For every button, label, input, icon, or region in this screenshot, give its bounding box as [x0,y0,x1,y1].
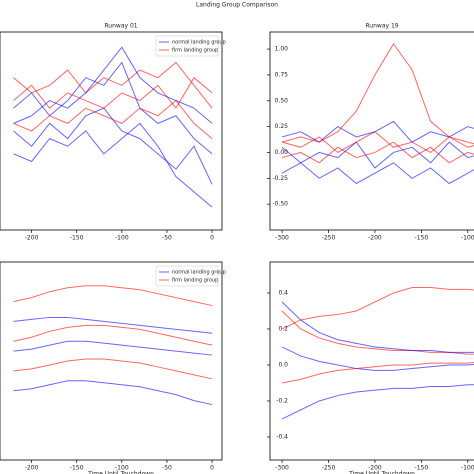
subplot: Runway 19 -300 -250 -200 -150 -100 1.00 0.75 0.5… [267,23,474,242]
axes-frame [0,31,223,231]
y-tick-label: -0.4 [276,433,288,440]
series-line [13,76,213,110]
x-tick-label: -300 [275,235,289,242]
lines [13,285,213,406]
legend-label: firm landing group [172,48,218,54]
x-tick-label: -150 [70,465,84,472]
series-line [13,358,213,380]
series-line [281,141,474,169]
series-line [13,316,213,334]
y-tick-label: 0.50 [275,97,289,104]
x-tick-label: -100 [115,465,129,472]
x-tick-label: -300 [275,465,289,472]
series-line [281,346,474,371]
subplot: Runway 01 -200 -150 -100 -50 0 normal landing … [0,23,226,242]
x-tick-label: -100 [115,235,129,242]
series-line [13,285,213,307]
axes-frame [269,31,474,231]
lines [281,42,474,185]
subplot-title: Runway 19 [365,23,398,30]
x-tick-label: -150 [415,465,429,472]
y-tick-label: 0.4 [278,289,288,296]
legend-label: normal landing group [172,40,226,46]
x-axis-label: Time Until Touchdown [348,471,415,474]
x-tick-label: -150 [415,235,429,242]
lines [13,46,213,208]
y-tick-label: -0.25 [272,175,288,182]
series-line [281,301,474,353]
series-line [13,380,213,406]
series-line [13,61,213,109]
y-tick-label: 0.25 [275,123,289,130]
x-tick-label: -50 [162,235,172,242]
series-line [13,122,213,208]
x-tick-label: 0 [210,235,214,242]
series-line [281,141,474,164]
y-tick-label: 0.0 [278,361,288,368]
legend-box [155,265,219,287]
x-tick-label: -100 [461,235,474,242]
y-tick-label: -0.2 [276,397,288,404]
figure-title: Landing Group Comparison [196,2,278,9]
x-tick-label: -250 [322,465,336,472]
series-line [281,42,474,145]
subplot-title: Runway 01 [104,23,137,30]
series-line [13,99,213,139]
y-tick-label: 0.00 [275,149,289,156]
x-tick-label: -200 [25,235,39,242]
y-tick-label: 1.00 [275,46,289,53]
x-axis-label: Time Until Touchdown [87,471,154,474]
series-line [281,362,474,384]
legend-label: normal landing group [172,270,226,276]
series-line [13,324,213,346]
legend-box [155,35,219,57]
legend-label: firm landing group [172,278,218,284]
series-line [13,340,213,356]
series-line [13,46,213,124]
y-tick-label: 0.75 [275,71,289,78]
y-tick-label: -0.50 [272,201,288,208]
series-line [281,287,474,330]
x-tick-label: -100 [461,465,474,472]
x-tick-label: -200 [368,465,382,472]
y-tick-label: 0.2 [278,325,288,332]
axes-frame [0,261,223,461]
x-tick-label: 0 [210,465,214,472]
x-tick-label: -50 [162,465,172,472]
x-tick-label: -150 [70,235,84,242]
subplot: Time Until Touchdown -300 -250 -200 -150 -100… [267,261,474,474]
series-line [281,120,474,143]
series-line [281,384,474,420]
axes-frame [269,261,474,461]
lines [281,287,474,420]
series-line [13,61,213,155]
x-tick-label: -200 [25,465,39,472]
series-line [281,162,474,185]
series-line [281,131,474,154]
x-tick-label: -200 [368,235,382,242]
subplot: Time Until Touchdown -200 -150 -100 -50 0 norm… [0,261,226,474]
x-tick-label: -250 [322,235,336,242]
